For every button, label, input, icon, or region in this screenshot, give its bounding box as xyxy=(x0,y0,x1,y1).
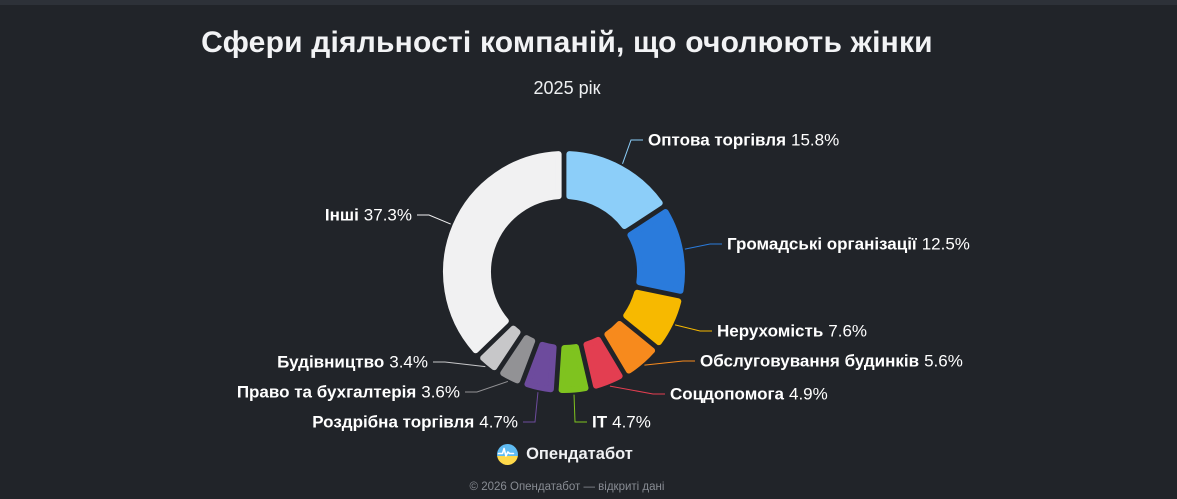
top-strip xyxy=(0,0,1177,5)
slice-label: Інші 37.3% xyxy=(325,207,412,224)
slice-percent: 4.7% xyxy=(612,412,651,432)
slice-name: Роздрібна торгівля xyxy=(312,412,475,432)
slice-name: Будівництво xyxy=(277,352,385,372)
slice-percent: 15.8% xyxy=(791,130,840,150)
slice-label: Оптова торгівля 15.8% xyxy=(648,132,839,149)
opendatabot-logo-icon xyxy=(497,443,519,465)
donut-slice[interactable] xyxy=(627,209,685,294)
slice-name: Громадські організації xyxy=(727,234,917,254)
copyright-text: © 2026 Опендатабот — відкриті дані xyxy=(469,481,665,493)
slice-label: Будівництво 3.4% xyxy=(277,354,428,371)
slice-name: Нерухомість xyxy=(717,321,824,341)
label-connector xyxy=(644,360,695,366)
brand-name: Опендатабот xyxy=(526,444,633,463)
donut-slice[interactable] xyxy=(623,289,682,346)
donut-slice[interactable] xyxy=(558,344,589,393)
slice-label: Нерухомість 7.6% xyxy=(717,323,867,340)
donut-slice[interactable] xyxy=(604,321,656,374)
slice-label: Соцдопомога 4.9% xyxy=(670,386,828,403)
label-connector xyxy=(417,214,451,225)
slice-percent: 3.4% xyxy=(389,352,428,372)
slice-name: Право та бухгалтерія xyxy=(236,382,417,402)
donut-slice[interactable] xyxy=(566,151,663,229)
slice-percent: 3.6% xyxy=(421,382,460,402)
slice-percent: 7.6% xyxy=(828,321,868,341)
slice-name: Соцдопомога xyxy=(670,384,784,404)
slice-label: Право та бухгалтерія 3.6% xyxy=(237,384,460,401)
label-connector xyxy=(609,385,665,395)
donut-slice[interactable] xyxy=(443,151,562,354)
slice-name: IT xyxy=(592,412,608,432)
slice-label: Роздрібна торгівля 4.7% xyxy=(312,414,518,431)
label-connector xyxy=(573,394,587,423)
slice-name: Інші xyxy=(324,205,359,225)
donut-slice[interactable] xyxy=(524,341,557,393)
slice-percent: 37.3% xyxy=(363,205,412,225)
slice-percent: 12.5% xyxy=(921,234,970,254)
slice-percent: 5.6% xyxy=(924,351,963,371)
label-connector xyxy=(433,361,486,368)
slice-percent: 4.9% xyxy=(789,384,828,404)
chart-title: Сфери діяльності компаній, що очолюють ж… xyxy=(201,26,933,59)
slice-name: Обслуговування будинків xyxy=(700,351,920,371)
slice-name: Оптова торгівля xyxy=(648,130,787,150)
slice-percent: 4.7% xyxy=(479,412,518,432)
donut-slice[interactable] xyxy=(583,336,623,389)
label-connector xyxy=(622,139,643,164)
slice-label: Громадські організації 12.5% xyxy=(727,236,970,253)
label-connector xyxy=(465,380,509,393)
brand-lockup[interactable]: Опендатабот xyxy=(0,442,1130,466)
label-connector xyxy=(523,392,539,423)
slice-label: IT 4.7% xyxy=(592,414,651,431)
donut-slice[interactable] xyxy=(500,335,536,384)
label-connector xyxy=(674,324,712,332)
chart-subtitle: 2025 рік xyxy=(533,78,601,98)
slice-label: Обслуговування будинків 5.6% xyxy=(700,353,963,370)
label-connector xyxy=(684,243,722,250)
donut-slice[interactable] xyxy=(480,325,521,371)
